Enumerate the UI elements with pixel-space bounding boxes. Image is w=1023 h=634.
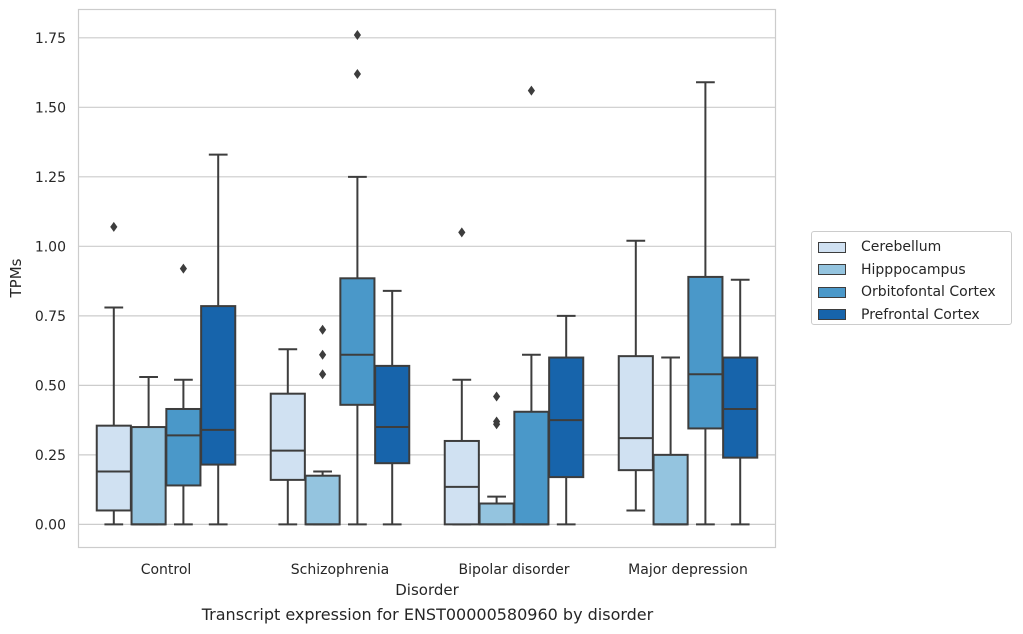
box-body-cerebellum-bipolar-disorder [443, 439, 480, 526]
x-tick-label-major-depression: Major depression [628, 562, 748, 578]
y-tick-label-0-00: 0.00 [35, 517, 66, 533]
legend-swatch-prefrontal-cortex [818, 309, 846, 321]
box-body-prefrontal-cortex-control [200, 305, 237, 466]
box-hipppocampus-bipolar-disorder [478, 391, 515, 526]
x-axis-label: Disorder [395, 581, 459, 599]
box-plot-area [95, 30, 759, 526]
box-body-cerebellum-major-depression [617, 355, 654, 472]
legend-label-cerebellum: Cerebellum [861, 239, 942, 256]
outlier-orbitofontal-cortex-bipolar-disorder-0 [527, 85, 535, 96]
box-cerebellum-bipolar-disorder [443, 227, 480, 526]
box-prefrontal-cortex-schizophrenia [374, 289, 411, 526]
box-cerebellum-schizophrenia [269, 348, 306, 526]
y-tick-label-1-25: 1.25 [35, 170, 66, 186]
box-hipppocampus-major-depression [652, 356, 689, 526]
box-hipppocampus-schizophrenia [304, 324, 341, 526]
legend-label-orbitofrontal-cortex: Orbitofontal Cortex [861, 284, 996, 301]
box-prefrontal-cortex-bipolar-disorder [548, 314, 585, 526]
plot-frame [77, 8, 777, 549]
outlier-cerebellum-bipolar-disorder-0 [458, 227, 466, 238]
outlier-hipppocampus-schizophrenia-1 [319, 349, 327, 360]
y-tick-label-1-00: 1.00 [35, 239, 66, 255]
y-tick-label-1-50: 1.50 [35, 100, 66, 116]
y-tick-label-1-75: 1.75 [35, 31, 66, 47]
y-tick-label-0-50: 0.50 [35, 378, 66, 394]
box-body-hipppocampus-control [130, 426, 167, 526]
box-body-hipppocampus-bipolar-disorder [478, 502, 515, 526]
box-prefrontal-cortex-control [200, 153, 237, 526]
box-body-prefrontal-cortex-bipolar-disorder [548, 356, 585, 479]
box-body-orbitofontal-cortex-major-depression [687, 275, 724, 430]
x-tick-label-schizophrenia: Schizophrenia [291, 562, 389, 578]
y-tick-label-0-25: 0.25 [35, 448, 66, 464]
legend-label-prefrontal-cortex: Prefrontal Cortex [861, 306, 980, 323]
box-cerebellum-major-depression [617, 239, 654, 512]
outlier-hipppocampus-bipolar-disorder-1 [493, 416, 501, 427]
box-prefrontal-cortex-major-depression [722, 278, 759, 526]
legend-swatch-hippocampus [818, 264, 846, 276]
legend-swatch-cerebellum [818, 241, 846, 253]
legend-swatch-orbitofrontal-cortex [818, 286, 846, 298]
x-tick-label-control: Control [141, 562, 192, 578]
box-orbitofontal-cortex-major-depression [687, 81, 724, 526]
box-hipppocampus-control [130, 376, 167, 526]
y-tick-label-0-75: 0.75 [35, 309, 66, 325]
legend-item-hippocampus: Hipppocampus [812, 259, 1011, 282]
box-body-hipppocampus-schizophrenia [304, 474, 341, 526]
box-body-orbitofontal-cortex-bipolar-disorder [513, 410, 550, 526]
outlier-hipppocampus-bipolar-disorder-2 [493, 391, 501, 402]
box-body-prefrontal-cortex-schizophrenia [374, 364, 411, 465]
legend-item-orbitofrontal-cortex: Orbitofontal Cortex [812, 281, 1011, 304]
outlier-orbitofontal-cortex-schizophrenia-0 [353, 68, 361, 79]
outlier-cerebellum-control-0 [110, 221, 118, 232]
outlier-hipppocampus-schizophrenia-2 [319, 324, 327, 335]
box-body-orbitofontal-cortex-schizophrenia [339, 277, 376, 406]
box-orbitofontal-cortex-control [165, 263, 202, 526]
y-axis-ticks: 0.00 0.25 0.50 0.75 1.00 1.25 1.50 1.75 [35, 31, 66, 534]
outlier-orbitofontal-cortex-schizophrenia-1 [353, 30, 361, 41]
x-axis-ticks: Control Schizophrenia Bipolar disorder Majo… [141, 562, 748, 578]
box-body-prefrontal-cortex-major-depression [722, 356, 759, 459]
legend-item-prefrontal-cortex: Prefrontal Cortex [812, 304, 1011, 327]
box-body-cerebellum-schizophrenia [269, 392, 306, 481]
x-tick-label-bipolar-disorder: Bipolar disorder [458, 562, 569, 578]
legend-item-cerebellum: Cerebellum [812, 236, 1011, 259]
legend-label-hippocampus: Hipppocampus [861, 261, 966, 278]
box-orbitofontal-cortex-bipolar-disorder [513, 85, 550, 526]
outlier-orbitofontal-cortex-control-0 [179, 263, 187, 274]
outlier-hipppocampus-schizophrenia-0 [319, 369, 327, 380]
box-body-cerebellum-control [95, 424, 132, 512]
box-cerebellum-control [95, 221, 132, 526]
box-body-hipppocampus-major-depression [652, 453, 689, 526]
legend: Cerebellum Hipppocampus Orbitofontal Cor… [811, 231, 1012, 325]
y-axis-label: TPMs [7, 258, 25, 298]
box-orbitofontal-cortex-schizophrenia [339, 30, 376, 526]
box-body-orbitofontal-cortex-control [165, 407, 202, 487]
chart-title: Transcript expression for ENST0000058096… [201, 605, 654, 624]
